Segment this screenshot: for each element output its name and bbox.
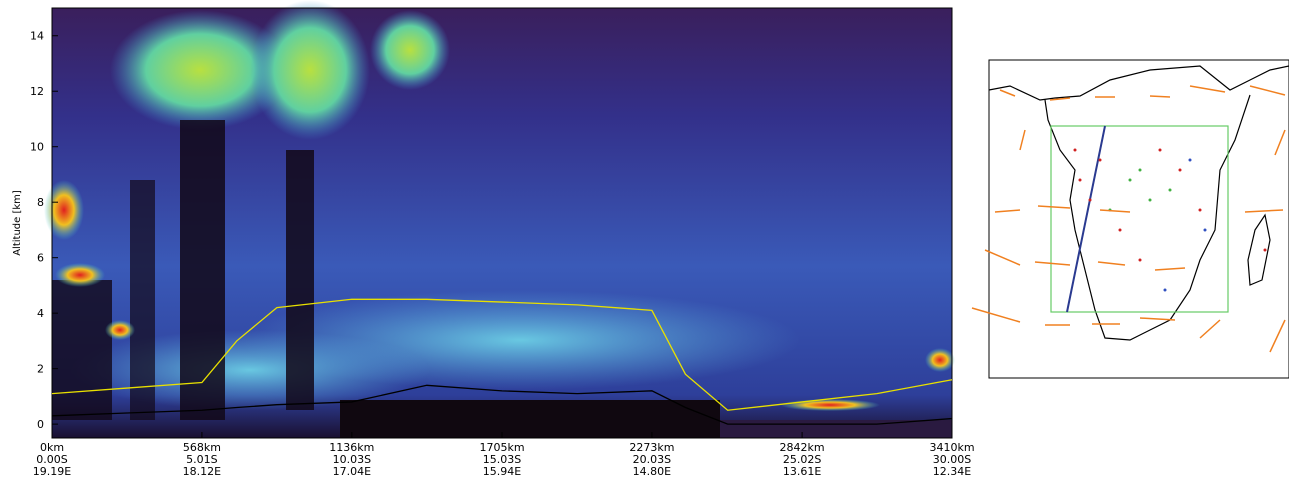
lon-label: 19.19E — [33, 465, 71, 478]
y-tick-label: 14 — [30, 30, 44, 43]
lon-label: 18.12E — [183, 465, 221, 478]
curtain-image — [44, 0, 955, 438]
y-tick-label: 8 — [37, 196, 44, 209]
y-tick-label: 4 — [37, 307, 44, 320]
y-tick-label: 10 — [30, 141, 44, 154]
y-tick-label: 6 — [37, 252, 44, 265]
lon-label: 17.04E — [333, 465, 371, 478]
lon-label: 15.94E — [483, 465, 521, 478]
y-tick-label: 2 — [37, 363, 44, 376]
map-inset — [972, 60, 1289, 378]
y-axis-label: Altitude [km] — [12, 190, 23, 256]
lon-label: 13.61E — [783, 465, 821, 478]
lon-label: 14.80E — [633, 465, 671, 478]
lon-label: 12.34E — [933, 465, 971, 478]
y-tick-label: 12 — [30, 85, 44, 98]
figure: Altitude [km] 024681012140km0.00S19.19E5… — [0, 0, 1289, 481]
y-tick-label: 0 — [37, 418, 44, 431]
